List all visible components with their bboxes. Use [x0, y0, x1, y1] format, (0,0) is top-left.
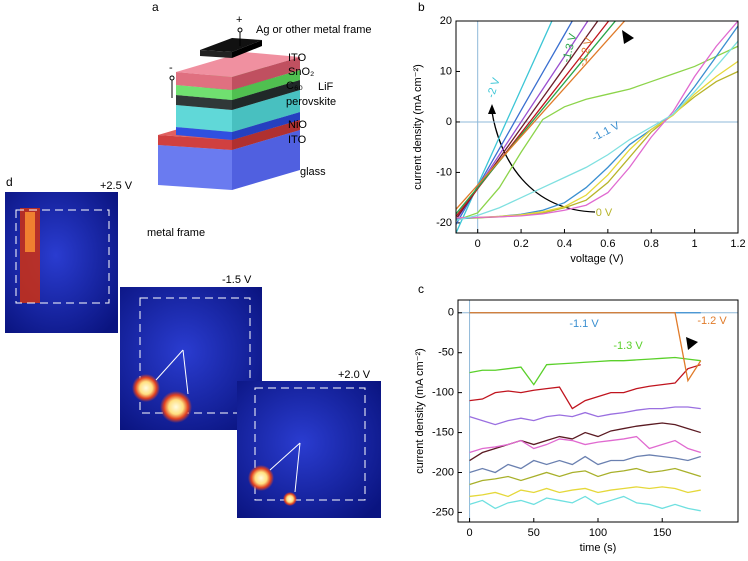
y-tick-label: -10	[436, 166, 452, 178]
layer-label: LiF	[318, 81, 334, 93]
panel-label: b	[418, 0, 425, 14]
layer-front	[158, 145, 232, 190]
series-label: -2 V	[485, 76, 503, 100]
image-voltage: +2.0 V	[338, 369, 371, 381]
series-label: 0 V	[596, 207, 613, 219]
y-tick-label: 10	[440, 65, 452, 77]
plot-frame	[457, 299, 739, 523]
layer-front	[158, 135, 232, 150]
layer-top	[176, 52, 300, 77]
series-line	[456, 40, 738, 222]
x-tick-label: 0.8	[644, 238, 659, 250]
series-line	[456, 25, 738, 220]
series-line	[469, 435, 701, 454]
series-line	[469, 486, 701, 498]
layer-side	[232, 120, 300, 150]
series-label: -1.1 V	[569, 318, 599, 330]
marker	[686, 337, 698, 350]
x-tick-label: 50	[528, 527, 540, 539]
y-tick-label: -100	[432, 387, 454, 399]
plot-frame	[455, 20, 739, 234]
x-tick-label: 0.6	[600, 238, 615, 250]
image-note: metal frame	[147, 227, 205, 239]
x-tick-label: 0.2	[513, 238, 528, 250]
layer-front	[176, 72, 232, 90]
layer-label: perovskite	[286, 96, 336, 108]
arrow-head	[488, 104, 496, 114]
image-voltage: -1.5 V	[222, 274, 252, 286]
series-line	[469, 312, 702, 383]
series-line	[456, 45, 738, 221]
layer-label: SnO₂	[288, 66, 314, 78]
x-tick-label: 0	[466, 527, 472, 539]
x-tick-label: 150	[653, 527, 671, 539]
emission-image	[237, 381, 381, 518]
panel-label: c	[418, 282, 424, 296]
y-tick-label: -50	[438, 347, 454, 359]
panel-label: d	[6, 175, 13, 189]
y-axis-label: current density (mA cm⁻²)	[412, 64, 424, 190]
panel-label: a	[152, 0, 159, 14]
x-axis-label: time (s)	[580, 542, 617, 554]
series-label: -1.3 V	[613, 340, 643, 352]
series-label: -1.2 V	[697, 315, 727, 327]
series-line	[456, 21, 617, 215]
layer-label: ITO	[288, 52, 307, 64]
series-line	[469, 406, 701, 426]
series-line	[469, 356, 701, 386]
series-line	[456, 21, 589, 221]
x-tick-label: 0	[475, 238, 481, 250]
series-label: -1.2 V	[577, 36, 596, 68]
y-axis-label: current density (mA cm⁻²)	[414, 348, 426, 474]
layer-front	[176, 127, 232, 140]
series-line	[469, 454, 701, 474]
y-tick-label: -250	[432, 506, 454, 518]
series-line	[456, 21, 626, 210]
emission-image	[5, 192, 118, 333]
layer-label: C₆₀	[286, 80, 303, 92]
layer-side	[232, 112, 300, 140]
series-line	[469, 495, 701, 512]
metal-frame	[169, 27, 262, 98]
series-line	[469, 422, 701, 462]
series-line	[456, 21, 738, 219]
y-tick-label: 20	[440, 15, 452, 27]
layer-side	[232, 57, 300, 90]
layer-front	[176, 105, 232, 132]
frame-label: Ag or other metal frame	[256, 24, 372, 36]
y-tick-label: -200	[432, 466, 454, 478]
marker	[622, 30, 634, 44]
series-line	[469, 364, 701, 410]
image-voltage: +2.5 V	[100, 180, 133, 192]
x-tick-label: 0.4	[557, 238, 572, 250]
y-tick-label: 0	[448, 307, 454, 319]
minus-label: -	[169, 62, 173, 74]
x-axis-label: voltage (V)	[570, 253, 623, 265]
layer-label: NiO	[288, 119, 307, 131]
x-tick-label: 1	[692, 238, 698, 250]
y-tick-label: -20	[436, 217, 452, 229]
x-tick-label: 1.2	[730, 238, 745, 250]
device-stack	[158, 52, 300, 190]
layer-side	[232, 90, 300, 132]
layer-label: glass	[300, 166, 326, 178]
layer-side	[232, 80, 300, 110]
plus-label: +	[236, 14, 242, 26]
layer-side	[232, 70, 300, 100]
series-label: -1.1 V	[590, 119, 622, 144]
x-tick-label: 100	[589, 527, 607, 539]
y-tick-label: -150	[432, 426, 454, 438]
layer-label: ITO	[288, 134, 307, 146]
series-line	[469, 467, 701, 486]
y-tick-label: 0	[446, 116, 452, 128]
arrow	[491, 111, 596, 213]
